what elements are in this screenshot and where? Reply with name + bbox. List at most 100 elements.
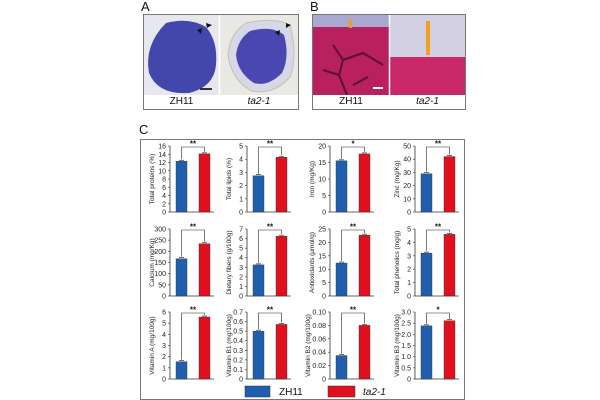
- y-tick-label: 4: [162, 332, 166, 339]
- y-tick-label: 12: [158, 160, 166, 167]
- significance-bracket: [181, 229, 205, 257]
- legend-label-zh11: ZH11: [279, 387, 303, 398]
- y-tick-label: 4: [407, 240, 411, 247]
- significance-stars: **: [267, 306, 274, 315]
- y-tick-label: 0.4: [233, 338, 243, 345]
- significance-stars: **: [435, 223, 442, 232]
- y-tick-label: 0: [239, 294, 243, 301]
- y-tick-label: 1: [162, 365, 166, 372]
- scale-bar: [373, 87, 383, 89]
- y-tick-label: 3: [239, 265, 243, 272]
- y-tick-label: 0.10: [312, 310, 326, 317]
- y-tick-label: 0.5: [401, 365, 411, 372]
- y-axis-label: Vitamin B2 (mg/100g): [305, 314, 312, 377]
- y-tick-label: 1: [239, 284, 243, 291]
- y-tick-label: 0: [162, 210, 166, 217]
- significance-bracket: [341, 312, 365, 354]
- y-tick-label: 3.0: [401, 310, 411, 317]
- significance-bracket: [181, 312, 205, 360]
- bar-zh11: [175, 361, 188, 380]
- y-tick-label: 15: [318, 253, 326, 260]
- y-tick-label: 0.1: [233, 367, 243, 374]
- y-tick-label: 5: [239, 144, 243, 151]
- y-axis-label: Vitamin A (mg/100g): [149, 316, 156, 374]
- y-tick-label: 10: [158, 168, 166, 175]
- legend-swatch-ta2-1: [327, 385, 356, 398]
- y-tick-label: 2: [239, 183, 243, 190]
- y-tick-label: 0: [239, 210, 243, 217]
- significance-stars: *: [436, 306, 440, 315]
- y-tick-label: 3: [162, 343, 166, 350]
- significance-bracket: [341, 146, 365, 159]
- y-tick-label: 300: [154, 227, 166, 234]
- legend-label-ta2-1: ta2-1: [363, 387, 386, 398]
- y-tick-label: 5: [239, 246, 243, 253]
- significance-bracket: [426, 146, 450, 172]
- y-tick-label: 10: [318, 177, 326, 184]
- y-tick-label: 5: [322, 280, 326, 287]
- bar-zh11: [252, 175, 265, 213]
- panel-b-histology: ZH11 ta2-1: [312, 14, 466, 110]
- y-tick-label: 200: [154, 249, 166, 256]
- y-axis-label: Dietary fibers (g/100g): [226, 230, 233, 294]
- y-tick-label: 2: [162, 354, 166, 361]
- arrowhead-icon: [275, 30, 280, 36]
- y-tick-label: 0.04: [312, 350, 326, 357]
- bar-zh11: [175, 161, 188, 213]
- legend-swatch-zh11: [244, 385, 271, 398]
- bar-ta2-1: [358, 325, 371, 380]
- significance-bracket: [258, 229, 282, 263]
- arrowhead-icon: [206, 23, 212, 28]
- chart-3: 0 5 10 15 20 Iron (mg/Kg) *: [309, 140, 374, 217]
- significance-bracket: [426, 229, 450, 252]
- bar-ta2-1: [275, 324, 288, 380]
- y-tick-label: 5: [162, 321, 166, 328]
- chart-9: 0 1 2 3 4 5 6 Vitamin A (mg/100g) **: [149, 306, 214, 384]
- y-tick-label: 4: [239, 157, 243, 164]
- y-tick-label: 250: [154, 238, 166, 245]
- panel-b-label: B: [310, 0, 319, 14]
- y-tick-label: 10: [403, 196, 411, 203]
- y-tick-label: 6: [162, 310, 166, 317]
- y-tick-label: 0.2: [233, 357, 243, 364]
- y-tick-label: 6: [162, 185, 166, 192]
- y-tick-label: 2: [239, 274, 243, 281]
- y-tick-label: 5: [322, 193, 326, 200]
- bar-ta2-1: [358, 234, 371, 297]
- y-tick-label: 100: [154, 271, 166, 278]
- significance-bracket: [258, 312, 282, 330]
- grain-section-images: [144, 15, 298, 95]
- y-tick-label: 2: [407, 267, 411, 274]
- y-axis-label: Zinc (mg/Kg): [394, 160, 401, 197]
- y-tick-label: 30: [403, 170, 411, 177]
- y-tick-label: 3: [407, 253, 411, 260]
- significance-stars: **: [190, 223, 197, 232]
- panel-c-label: C: [139, 122, 149, 137]
- y-tick-label: 2: [162, 201, 166, 208]
- ta2-grain-section: [236, 28, 287, 84]
- y-tick-label: 0.6: [233, 319, 243, 326]
- bar-ta2-1: [443, 156, 456, 213]
- y-tick-label: 3: [239, 170, 243, 177]
- y-axis-label: Calcium (mg/Kg): [149, 238, 156, 286]
- y-tick-label: 0: [239, 377, 243, 384]
- panel-b-caption-ta2: ta2-1: [416, 96, 439, 107]
- bar-ta2-1: [198, 243, 211, 297]
- y-axis-label: Vitamin B3 (mg/100g): [394, 314, 401, 377]
- y-tick-label: 0: [322, 377, 326, 384]
- y-tick-label: 1: [407, 280, 411, 287]
- y-tick-label: 50: [403, 144, 411, 151]
- y-axis-label: Vitamin B1 (mg/100g): [226, 314, 233, 377]
- y-tick-label: 10: [318, 267, 326, 274]
- significance-bracket: [181, 146, 205, 160]
- y-tick-label: 8: [162, 177, 166, 184]
- bar-ta2-1: [358, 153, 371, 213]
- bar-zh11: [335, 160, 348, 213]
- y-tick-label: 0: [162, 377, 166, 384]
- significance-stars: **: [350, 223, 357, 232]
